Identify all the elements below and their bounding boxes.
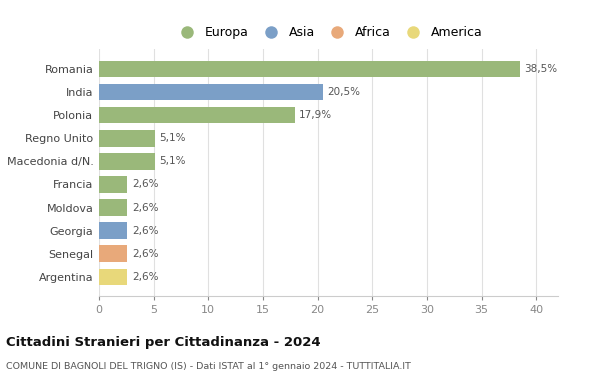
Bar: [99, 199, 127, 216]
Legend: Europa, Asia, Africa, America: Europa, Asia, Africa, America: [170, 21, 487, 44]
Text: COMUNE DI BAGNOLI DEL TRIGNO (IS) - Dati ISTAT al 1° gennaio 2024 - TUTTITALIA.I: COMUNE DI BAGNOLI DEL TRIGNO (IS) - Dati…: [6, 362, 411, 371]
Text: Cittadini Stranieri per Cittadinanza - 2024: Cittadini Stranieri per Cittadinanza - 2…: [6, 336, 320, 349]
Text: 2,6%: 2,6%: [132, 179, 158, 190]
Bar: [99, 107, 295, 124]
Text: 20,5%: 20,5%: [328, 87, 361, 97]
Bar: [99, 61, 520, 77]
Text: 17,9%: 17,9%: [299, 110, 332, 120]
Text: 2,6%: 2,6%: [132, 249, 158, 259]
Text: 2,6%: 2,6%: [132, 226, 158, 236]
Bar: [99, 269, 127, 285]
Text: 5,1%: 5,1%: [159, 133, 185, 143]
Text: 38,5%: 38,5%: [524, 64, 557, 74]
Bar: [99, 222, 127, 239]
Bar: [99, 176, 127, 193]
Bar: [99, 153, 155, 169]
Text: 5,1%: 5,1%: [159, 156, 185, 166]
Text: 2,6%: 2,6%: [132, 203, 158, 212]
Bar: [99, 245, 127, 262]
Text: 2,6%: 2,6%: [132, 272, 158, 282]
Bar: [99, 130, 155, 147]
Bar: [99, 84, 323, 100]
